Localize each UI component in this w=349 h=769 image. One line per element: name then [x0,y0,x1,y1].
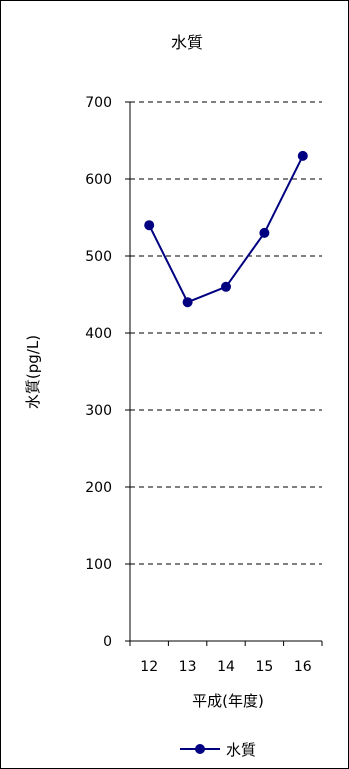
data-point [259,227,270,238]
y-tick-labels: 0 100 200 300 400 500 600 700 [85,95,130,650]
legend-marker [195,744,205,754]
y-tick-label: 0 [103,634,112,650]
legend-label: 水質 [226,741,256,759]
y-tick-label: 600 [85,172,112,188]
data-point [182,297,193,308]
y-tick-label: 100 [85,557,112,573]
series-layer [144,150,308,308]
legend: 水質 [180,741,256,759]
data-point [221,281,231,292]
x-tick-labels: 12 13 14 15 16 [129,641,323,675]
y-tick-label: 500 [85,249,112,265]
x-tick-label: 16 [294,659,312,675]
y-axis-label: 水質(pg/L) [24,335,42,409]
chart-title: 水質 [171,33,203,52]
series-line [148,155,304,304]
data-point [144,220,155,231]
x-tick-label: 12 [140,659,158,675]
y-tick-label: 400 [85,326,112,342]
y-tick-label: 300 [85,403,112,419]
x-tick-label: 13 [179,659,197,675]
y-tick-label: 700 [85,95,112,111]
x-tick-label: 14 [217,659,235,675]
y-tick-label: 200 [85,480,112,496]
data-point [297,150,308,161]
x-tick-label: 15 [255,659,273,675]
grid-lines [130,101,322,565]
x-axis-label: 平成(年度) [192,692,264,710]
